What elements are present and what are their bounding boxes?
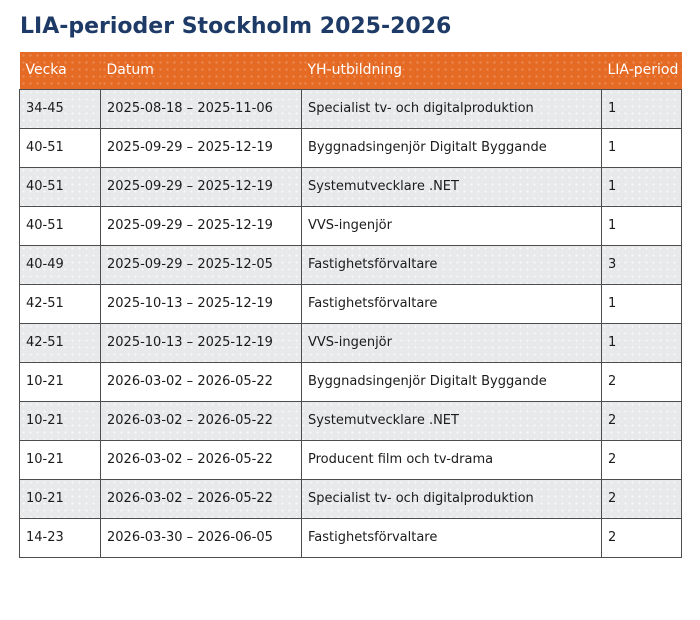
table-header-row: Vecka Datum YH-utbildning LIA-period xyxy=(19,52,682,89)
cell-lia-period: 2 xyxy=(601,478,682,519)
cell-vecka: 10-21 xyxy=(19,439,101,480)
column-header-lia-period: LIA-period xyxy=(601,52,682,89)
cell-vecka: 40-51 xyxy=(19,127,101,168)
cell-vecka: 10-21 xyxy=(19,400,101,441)
cell-datum: 2026-03-02 – 2026-05-22 xyxy=(100,361,302,402)
table-row: 40-51 2025-09-29 – 2025-12-19 Byggnadsin… xyxy=(19,127,682,168)
cell-utbildning: Systemutvecklare .NET xyxy=(301,400,602,441)
cell-vecka: 42-51 xyxy=(19,283,101,324)
column-header-yh-utbildning: YH-utbildning xyxy=(301,52,602,89)
cell-lia-period: 2 xyxy=(601,361,682,402)
cell-datum: 2025-10-13 – 2025-12-19 xyxy=(100,322,302,363)
cell-lia-period: 1 xyxy=(601,166,682,207)
cell-vecka: 14-23 xyxy=(19,517,101,558)
cell-utbildning: Byggnadsingenjör Digitalt Byggande xyxy=(301,361,602,402)
cell-vecka: 34-45 xyxy=(19,88,101,129)
table-row: 40-49 2025-09-29 – 2025-12-05 Fastighets… xyxy=(19,244,682,285)
table-row: 14-23 2026-03-30 – 2026-06-05 Fastighets… xyxy=(19,517,682,558)
cell-vecka: 40-49 xyxy=(19,244,101,285)
table-row: 42-51 2025-10-13 – 2025-12-19 VVS-ingenj… xyxy=(19,322,682,363)
cell-lia-period: 2 xyxy=(601,517,682,558)
cell-datum: 2025-09-29 – 2025-12-05 xyxy=(100,244,302,285)
cell-utbildning: Byggnadsingenjör Digitalt Byggande xyxy=(301,127,602,168)
cell-utbildning: Fastighetsförvaltare xyxy=(301,517,602,558)
table-row: 40-51 2025-09-29 – 2025-12-19 VVS-ingenj… xyxy=(19,205,682,246)
cell-utbildning: Specialist tv- och digitalproduktion xyxy=(301,478,602,519)
cell-vecka: 40-51 xyxy=(19,166,101,207)
cell-datum: 2025-09-29 – 2025-12-19 xyxy=(100,127,302,168)
cell-utbildning: Fastighetsförvaltare xyxy=(301,283,602,324)
cell-vecka: 42-51 xyxy=(19,322,101,363)
cell-utbildning: VVS-ingenjör xyxy=(301,205,602,246)
table-row: 40-51 2025-09-29 – 2025-12-19 Systemutve… xyxy=(19,166,682,207)
cell-datum: 2026-03-30 – 2026-06-05 xyxy=(100,517,302,558)
cell-lia-period: 2 xyxy=(601,400,682,441)
cell-vecka: 10-21 xyxy=(19,361,101,402)
cell-lia-period: 1 xyxy=(601,283,682,324)
cell-vecka: 40-51 xyxy=(19,205,101,246)
column-header-vecka: Vecka xyxy=(19,52,101,89)
cell-datum: 2025-09-29 – 2025-12-19 xyxy=(100,166,302,207)
table-row: 10-21 2026-03-02 – 2026-05-22 Producent … xyxy=(19,439,682,480)
table-row: 34-45 2025-08-18 – 2025-11-06 Specialist… xyxy=(19,88,682,129)
page: LIA-perioder Stockholm 2025-2026 Vecka D… xyxy=(19,14,682,558)
cell-datum: 2026-03-02 – 2026-05-22 xyxy=(100,400,302,441)
cell-lia-period: 3 xyxy=(601,244,682,285)
cell-lia-period: 2 xyxy=(601,439,682,480)
table-row: 10-21 2026-03-02 – 2026-05-22 Systemutve… xyxy=(19,400,682,441)
cell-utbildning: Systemutvecklare .NET xyxy=(301,166,602,207)
cell-vecka: 10-21 xyxy=(19,478,101,519)
cell-utbildning: Producent film och tv-drama xyxy=(301,439,602,480)
cell-datum: 2025-08-18 – 2025-11-06 xyxy=(100,88,302,129)
cell-datum: 2026-03-02 – 2026-05-22 xyxy=(100,439,302,480)
table-row: 10-21 2026-03-02 – 2026-05-22 Specialist… xyxy=(19,478,682,519)
table-body: 34-45 2025-08-18 – 2025-11-06 Specialist… xyxy=(19,88,682,558)
cell-lia-period: 1 xyxy=(601,127,682,168)
cell-datum: 2025-10-13 – 2025-12-19 xyxy=(100,283,302,324)
cell-lia-period: 1 xyxy=(601,322,682,363)
cell-utbildning: Fastighetsförvaltare xyxy=(301,244,602,285)
cell-datum: 2026-03-02 – 2026-05-22 xyxy=(100,478,302,519)
page-title: LIA-perioder Stockholm 2025-2026 xyxy=(20,14,452,39)
table-row: 10-21 2026-03-02 – 2026-05-22 Byggnadsin… xyxy=(19,361,682,402)
lia-periods-table: Vecka Datum YH-utbildning LIA-period 34-… xyxy=(19,52,682,558)
cell-datum: 2025-09-29 – 2025-12-19 xyxy=(100,205,302,246)
cell-utbildning: VVS-ingenjör xyxy=(301,322,602,363)
cell-lia-period: 1 xyxy=(601,88,682,129)
table-row: 42-51 2025-10-13 – 2025-12-19 Fastighets… xyxy=(19,283,682,324)
cell-utbildning: Specialist tv- och digitalproduktion xyxy=(301,88,602,129)
column-header-datum: Datum xyxy=(100,52,302,89)
cell-lia-period: 1 xyxy=(601,205,682,246)
